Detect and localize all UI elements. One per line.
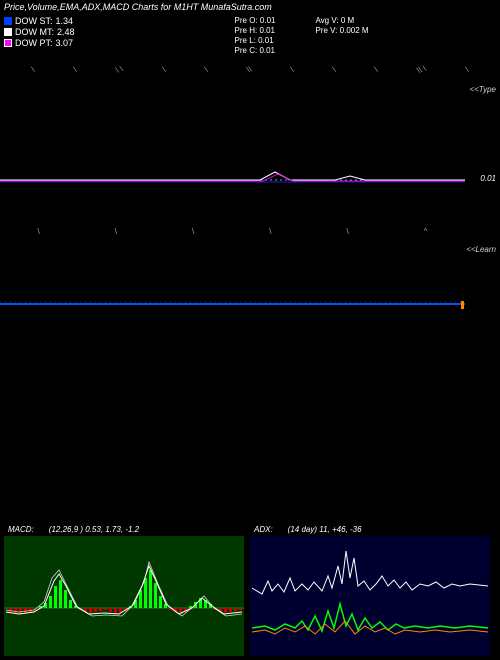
volume-lines bbox=[0, 222, 465, 317]
adx-box: ADX: (14 day) 11, +46, -36 bbox=[250, 523, 490, 656]
price-chart: 0.01 bbox=[0, 82, 500, 212]
dow-st: DOW ST: 1.34 bbox=[4, 16, 75, 26]
adx-title: ADX: bbox=[254, 525, 273, 534]
dow-pt-value: 3.07 bbox=[56, 38, 74, 48]
header-stats: DOW ST: 1.34 DOW MT: 2.48 DOW PT: 3.07 P… bbox=[0, 14, 500, 57]
dow-st-value: 1.34 bbox=[56, 16, 74, 26]
pre-c: Pre C: 0.01 bbox=[235, 46, 276, 55]
price-lines bbox=[0, 82, 465, 212]
price-value-label: 0.01 bbox=[480, 174, 496, 183]
dow-pt-marker bbox=[4, 39, 12, 47]
dow-mt: DOW MT: 2.48 bbox=[4, 27, 75, 37]
volume-markers: \\\\\^ bbox=[0, 227, 465, 236]
dow-st-label: DOW ST: bbox=[15, 16, 53, 26]
dow-st-marker bbox=[4, 17, 12, 25]
adx-header: ADX: (14 day) 11, +46, -36 bbox=[250, 523, 490, 536]
dow-mt-value: 2.48 bbox=[57, 27, 75, 37]
date-markers: \\\ \\\\\\\\\\ \\ bbox=[0, 57, 500, 82]
empty-panel bbox=[0, 317, 500, 467]
volume-tick bbox=[461, 301, 464, 309]
pre-section: Pre O: 0.01 Pre H: 0.01 Pre L: 0.01 Pre … bbox=[235, 16, 276, 55]
avg-v: Avg V: 0 M bbox=[315, 16, 368, 25]
macd-title: MACD: bbox=[8, 525, 34, 534]
dow-mt-marker bbox=[4, 28, 12, 36]
dow-mt-label: DOW MT: bbox=[15, 27, 54, 37]
page-title: Price,Volume,EMA,ADX,MACD Charts for M1H… bbox=[0, 0, 500, 14]
pre-h: Pre H: 0.01 bbox=[235, 26, 276, 35]
adx-chart bbox=[250, 536, 490, 656]
adx-params: (14 day) 11, +46, -36 bbox=[288, 525, 362, 534]
dow-pt: DOW PT: 3.07 bbox=[4, 38, 75, 48]
volume-chart: \\\\\^ bbox=[0, 222, 500, 317]
pre-l: Pre L: 0.01 bbox=[235, 36, 276, 45]
dow-pt-label: DOW PT: bbox=[15, 38, 53, 48]
pre-o: Pre O: 0.01 bbox=[235, 16, 276, 25]
macd-chart bbox=[4, 536, 244, 656]
dow-section: DOW ST: 1.34 DOW MT: 2.48 DOW PT: 3.07 bbox=[4, 16, 75, 55]
macd-box: MACD: (12,26,9 ) 0.53, 1.73, -1.2 bbox=[4, 523, 244, 656]
macd-params: (12,26,9 ) 0.53, 1.73, -1.2 bbox=[49, 525, 139, 534]
avg-section: Avg V: 0 M Pre V: 0.002 M bbox=[315, 16, 368, 55]
indicator-row: MACD: (12,26,9 ) 0.53, 1.73, -1.2 ADX: (… bbox=[0, 523, 494, 656]
pre-v: Pre V: 0.002 M bbox=[315, 26, 368, 35]
macd-header: MACD: (12,26,9 ) 0.53, 1.73, -1.2 bbox=[4, 523, 244, 536]
